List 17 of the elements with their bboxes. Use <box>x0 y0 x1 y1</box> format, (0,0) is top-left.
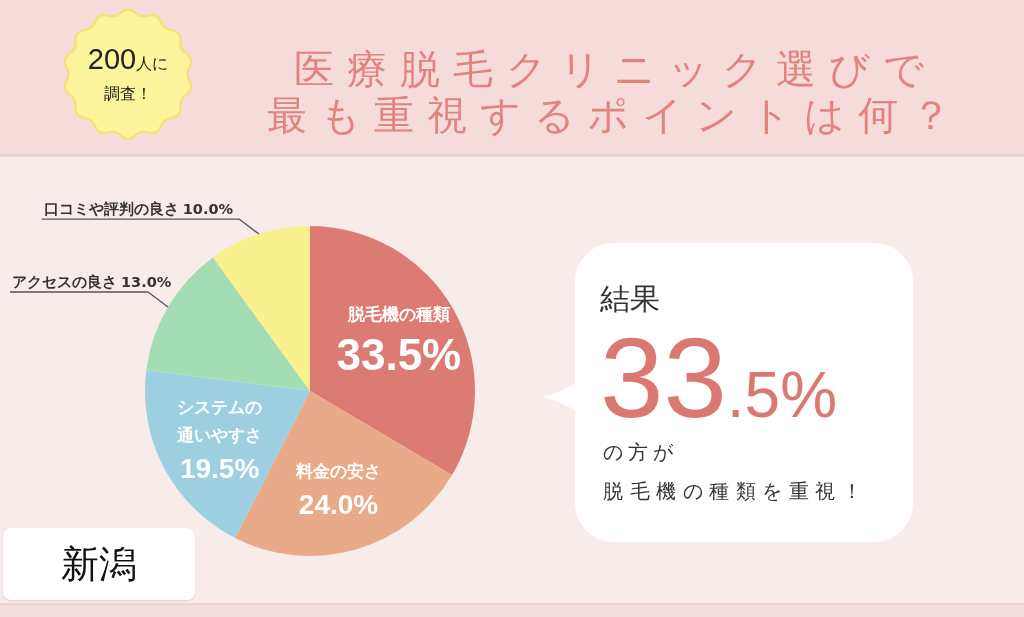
data-label: 19.5% <box>179 452 260 484</box>
text: 33.5% <box>600 314 838 441</box>
slice-label: 口コミや評判の良さ <box>43 200 179 218</box>
data-label: 24.0% <box>298 489 379 521</box>
text: 脱毛機の種類を重視！ <box>603 478 868 505</box>
slice-label: 料金の安さ <box>295 461 382 482</box>
text: の方が <box>603 439 678 466</box>
text: 医療脱毛クリニック選びで最も重視するポイントは何？ <box>265 46 965 138</box>
data-label: 33.5% <box>336 330 462 380</box>
slice-label: システムの通いやすさ <box>176 396 263 445</box>
text: 結果 <box>600 281 660 317</box>
text: 200人に調査！ <box>87 43 169 103</box>
data-label: 13.0% <box>121 274 172 291</box>
slice-label: アクセスの良さ <box>12 273 117 291</box>
data-label: 10.0% <box>182 201 234 218</box>
pie-slice <box>213 226 310 391</box>
slice-label: 脱毛機の種類 <box>346 304 450 325</box>
